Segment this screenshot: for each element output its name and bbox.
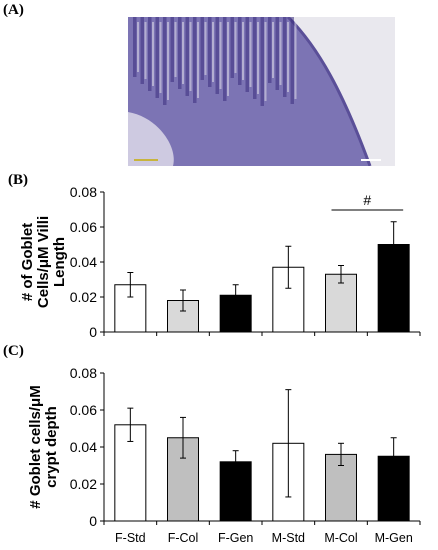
y-tick-label: 0.02 [70, 289, 97, 305]
y-tick-label: 0.06 [70, 219, 97, 235]
panel-label-a: (A) [3, 2, 24, 18]
bar [325, 273, 357, 333]
histology-micrograph [128, 17, 395, 166]
y-axis-title-line: Cells/μM Villi [35, 216, 52, 308]
y-tick-label: 0.08 [70, 184, 97, 200]
panel-label-b: (B) [8, 172, 28, 188]
y-axis-title-line: # of Goblet [19, 223, 36, 301]
y-tick-label: 0.04 [70, 439, 97, 455]
category-label: M-Std [272, 531, 305, 545]
chart-b: 0 0.02 0.04 0.06 0.08 # of Goblet Cells/μM Vil… [19, 184, 421, 340]
panel-label-c: (C) [3, 343, 24, 359]
y-axis-title-line: # Goblet cells/μM [27, 385, 44, 508]
significance-marker: # [363, 192, 371, 208]
category-label: F-Col [168, 531, 199, 545]
y-tick-label: 0.02 [70, 476, 97, 492]
y-axis-title-line: crypt depth [43, 406, 60, 488]
y-tick-label: 0 [89, 324, 97, 340]
chart-c: 0 0.02 0.04 0.06 0.08 # Goblet cells/μM crypt … [27, 365, 421, 545]
category-label: F-Gen [218, 531, 253, 545]
y-tick-label: 0 [89, 513, 97, 529]
category-label: M-Gen [375, 531, 413, 545]
y-tick-label: 0.06 [70, 402, 97, 418]
category-label: F-Std [115, 531, 146, 545]
histology-micrograph-image [128, 17, 395, 166]
y-axis-title-line: Length [51, 237, 68, 287]
y-tick-label: 0.04 [70, 254, 97, 270]
y-tick-label: 0.08 [70, 365, 97, 381]
category-label: M-Col [324, 531, 357, 545]
